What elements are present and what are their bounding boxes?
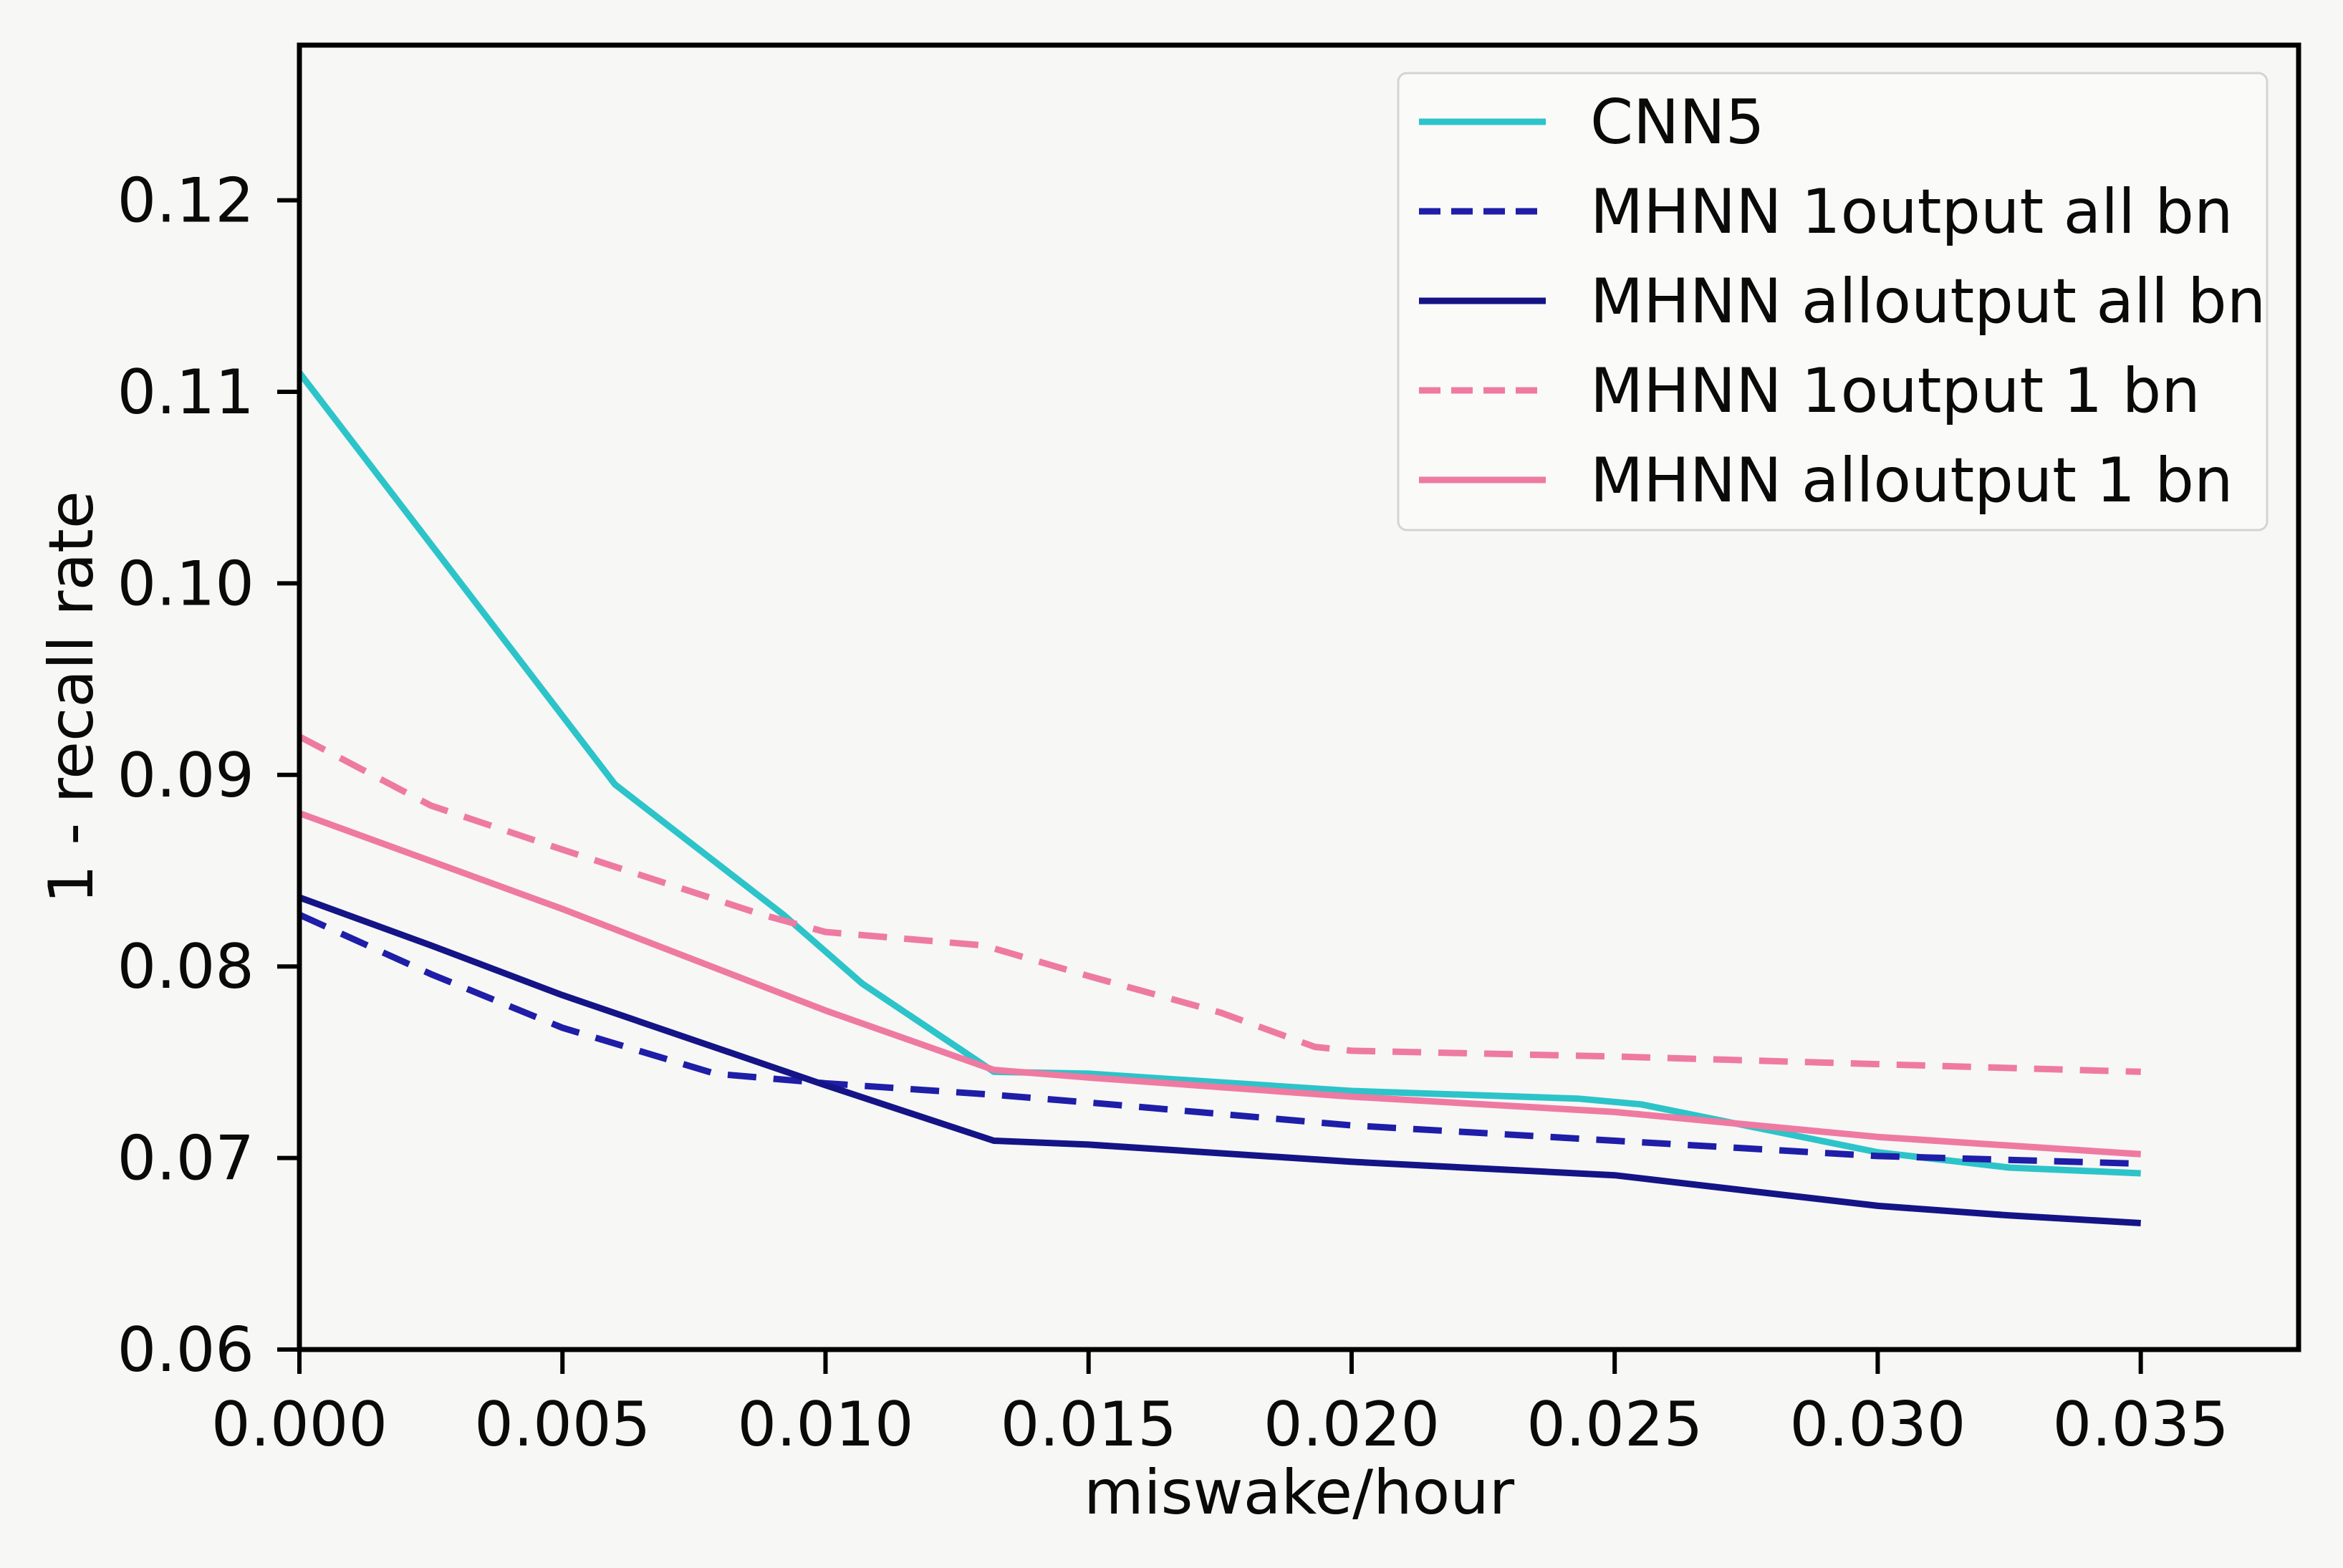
y-tick-label: 0.07	[117, 1123, 254, 1195]
x-tick-label: 0.000	[211, 1389, 388, 1461]
x-tick-label: 0.025	[1526, 1389, 1703, 1461]
series-line-mhnn-alloutput-1-bn	[298, 810, 2141, 1158]
series-line-cnn5	[297, 370, 2141, 1177]
y-axis-label: 1 - recall rate	[36, 491, 107, 904]
x-tick-label: 0.020	[1264, 1389, 1440, 1461]
y-tick-label: 0.10	[117, 548, 254, 620]
legend-label: MHNN alloutput all bn	[1590, 266, 2266, 337]
legend-label: MHNN 1output 1 bn	[1590, 355, 2200, 427]
plot-frame	[297, 42, 2301, 1352]
x-tick-label: 0.005	[474, 1389, 650, 1461]
series-line-mhnn-alloutput-all-bn	[298, 894, 2141, 1226]
y-tick-label: 0.06	[117, 1314, 254, 1386]
legend-label: MHNN alloutput 1 bn	[1590, 445, 2233, 516]
series-line-mhnn-1output-all-bn	[298, 911, 2141, 1168]
x-tick-label: 0.015	[1001, 1389, 1177, 1461]
y-tick-label: 0.08	[117, 931, 254, 1003]
x-tick-label: 0.035	[2053, 1389, 2229, 1461]
x-tick-label: 0.010	[737, 1389, 913, 1461]
legend-box	[1397, 72, 2269, 532]
x-tick-label: 0.030	[1789, 1389, 1966, 1461]
y-tick-label: 0.12	[117, 165, 254, 237]
y-tick-label: 0.11	[117, 357, 254, 428]
x-axis-label: miswake/hour	[1084, 1457, 1515, 1529]
legend-label: CNN5	[1590, 87, 1764, 158]
y-tick-label: 0.09	[117, 740, 254, 812]
series-line-mhnn-1output-1-bn	[297, 734, 2141, 1075]
legend-label: MHNN 1output all bn	[1590, 176, 2233, 248]
